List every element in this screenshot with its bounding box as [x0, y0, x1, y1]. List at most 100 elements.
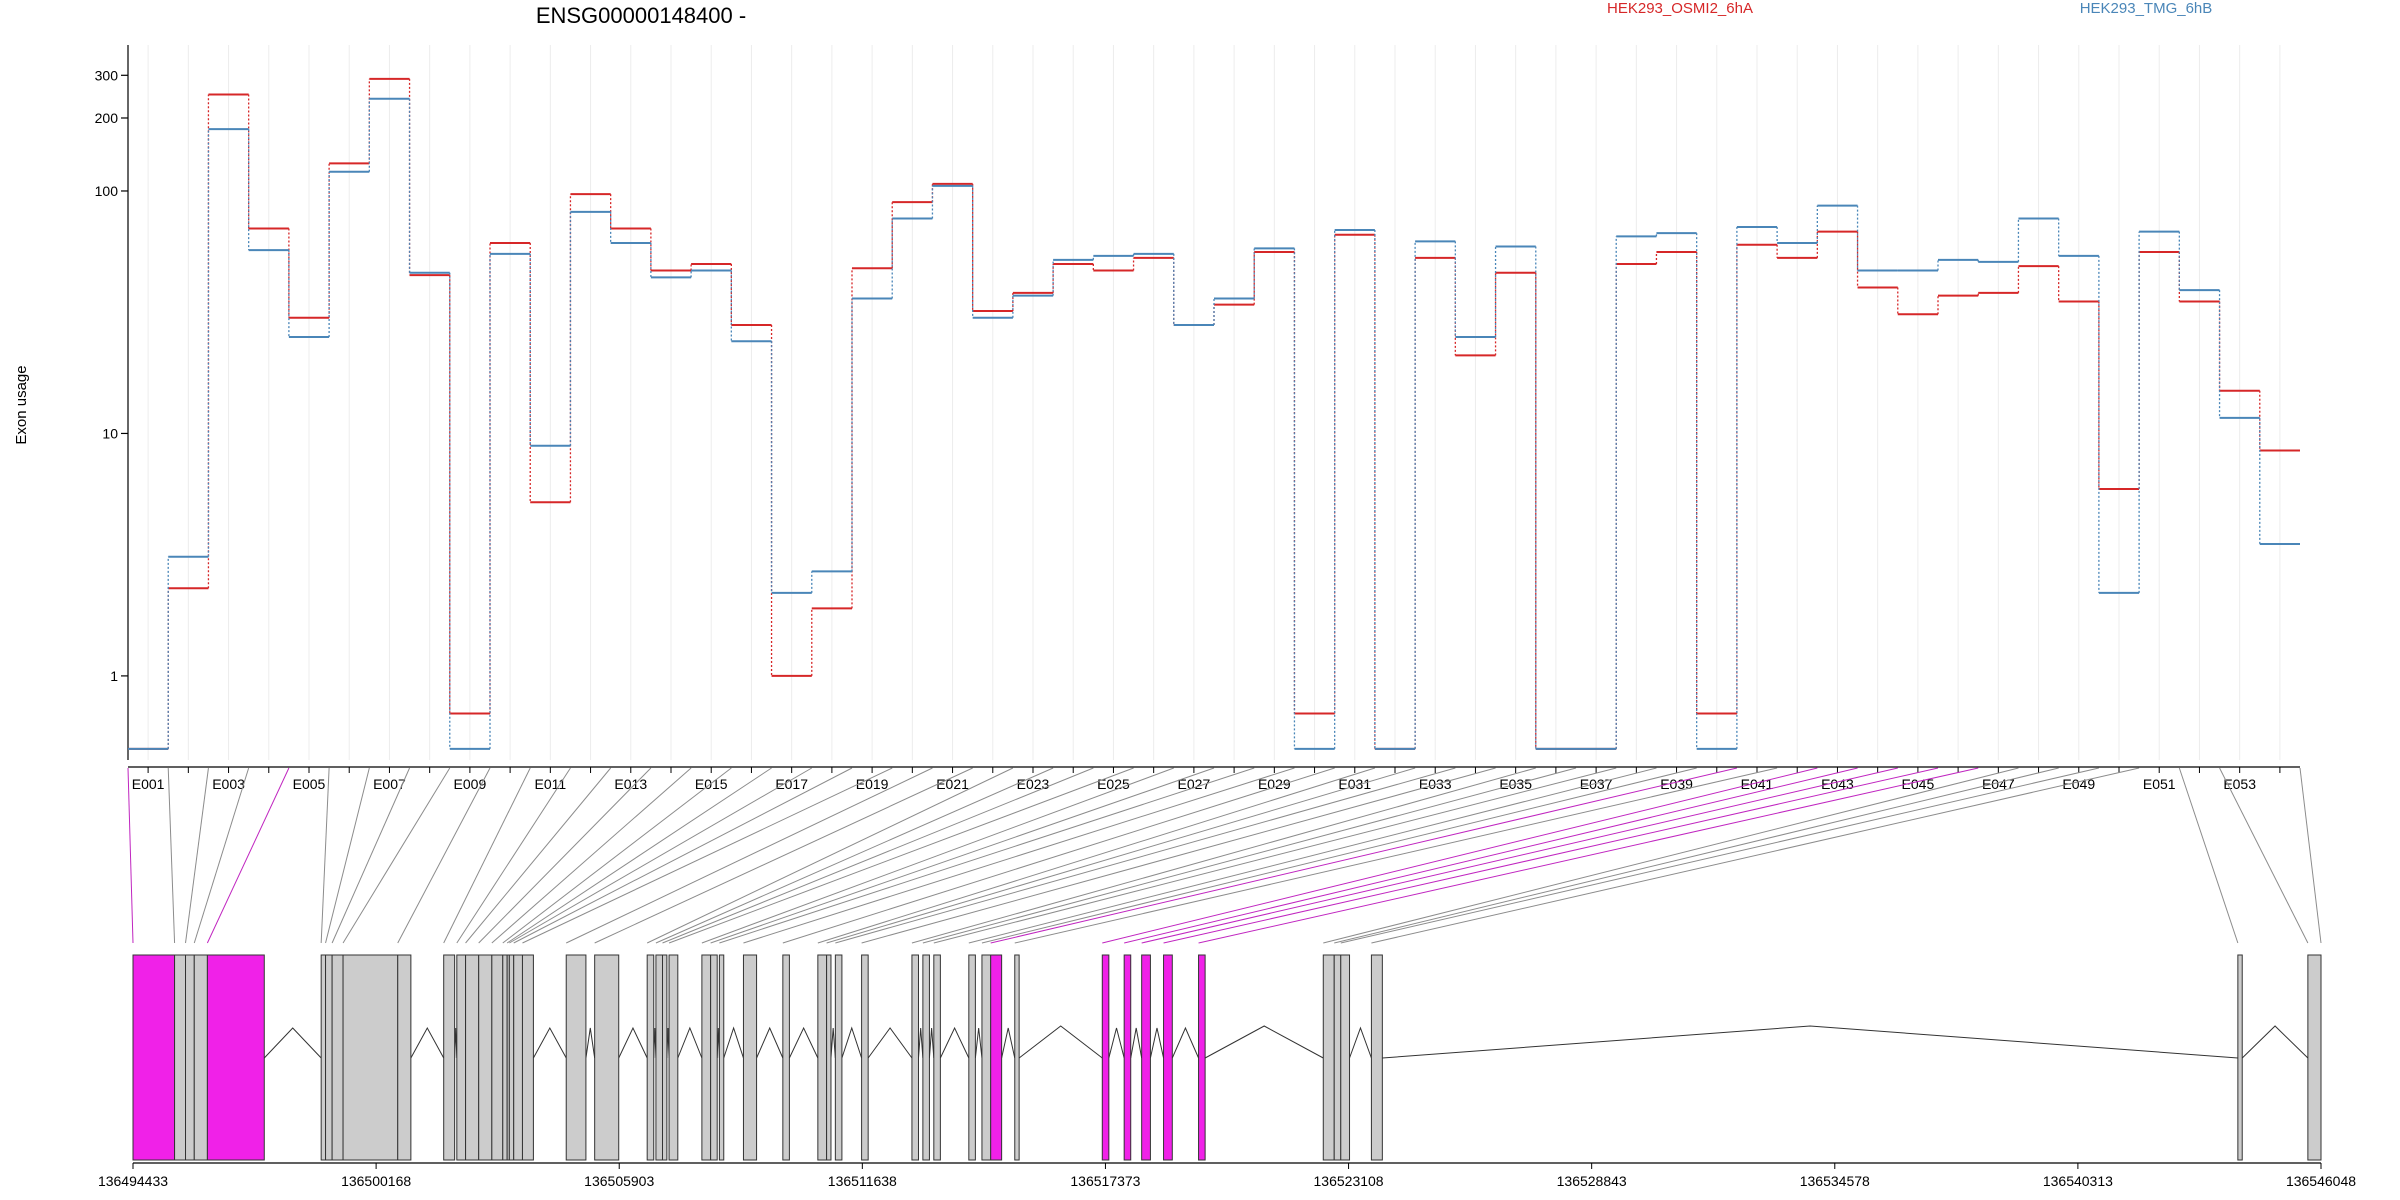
exon-box: [491, 954, 504, 1161]
exon-connector: [566, 767, 933, 944]
genomic-tick-label: 136517373: [1070, 1173, 1140, 1189]
x-tick-label: E025: [1097, 776, 1130, 792]
intron-line: [410, 1026, 445, 1059]
intron-line: [532, 1026, 567, 1059]
exon-connector: [1102, 767, 1818, 944]
exon-connector: [1124, 767, 1858, 944]
exon-connector: [465, 767, 612, 944]
exon-connector: [594, 767, 973, 944]
exon-box: [1101, 954, 1110, 1161]
x-tick-label: E033: [1419, 776, 1452, 792]
exon-box: [502, 954, 508, 1161]
exon-box: [185, 954, 195, 1161]
x-tick-label: E013: [614, 776, 647, 792]
exon-box: [1322, 954, 1335, 1161]
intron-line: [841, 1026, 863, 1059]
exon-connector: [701, 767, 1174, 944]
exon-box: [1198, 954, 1206, 1161]
x-tick-label: E027: [1178, 776, 1211, 792]
exon-connector: [167, 767, 176, 944]
exon-connector: [2299, 767, 2322, 944]
x-tick-label: E023: [1017, 776, 1050, 792]
genomic-tick-label: 136505903: [584, 1173, 654, 1189]
exon-box: [2307, 954, 2322, 1161]
intron-line: [263, 1027, 322, 1059]
exon-connector: [1014, 767, 1778, 944]
exon-box: [193, 954, 208, 1161]
y-tick-label: 200: [95, 110, 119, 126]
intron-line: [1001, 1027, 1016, 1059]
grid-lines: [147, 45, 2281, 760]
exon-box: [701, 954, 712, 1161]
y-tick-label: 10: [102, 425, 118, 441]
x-tick-label: E015: [695, 776, 728, 792]
series-a: [128, 77, 2300, 750]
genomic-tick-label: 136534578: [1800, 1173, 1870, 1189]
exon-box: [132, 954, 176, 1161]
y-axis-label: Exon usage: [13, 365, 30, 444]
genomic-tick-label: 136540313: [2043, 1173, 2113, 1189]
exon-box: [508, 954, 515, 1161]
exon-box: [834, 954, 843, 1161]
x-tick-label: E003: [212, 776, 245, 792]
exon-box: [968, 954, 976, 1161]
series-lines: [128, 77, 2300, 750]
exon-connector: [506, 767, 772, 944]
genomic-tick-label: 136523108: [1314, 1173, 1384, 1189]
x-tick-label: E053: [2223, 776, 2256, 792]
exon-box: [456, 954, 467, 1161]
exon-connector: [331, 767, 411, 944]
x-tick-label: E017: [775, 776, 808, 792]
exon-box: [331, 954, 344, 1161]
intron-line: [1149, 1027, 1165, 1059]
legend-series-b: HEK293_TMG_6hB: [2080, 0, 2213, 17]
legend-series-a: HEK293_OSMI2_6hA: [1607, 0, 1753, 17]
exon-box: [1014, 954, 1020, 1161]
genomic-tick-label: 136528843: [1557, 1173, 1627, 1189]
genomic-tick-label: 136494433: [98, 1173, 168, 1189]
intron-line: [1130, 1027, 1143, 1059]
exon-connector: [655, 767, 1054, 944]
exon-connector: [981, 767, 1697, 944]
exon-connector: [443, 767, 531, 944]
exon-connector: [509, 767, 813, 944]
exon-connector: [990, 767, 1738, 944]
exon-connector: [968, 767, 1657, 944]
exon-box: [465, 954, 480, 1161]
exon-connector: [1371, 767, 2140, 944]
x-tick-label: E039: [1660, 776, 1693, 792]
exon-box: [565, 954, 587, 1161]
intron-line: [928, 1027, 935, 1059]
exon-box: [646, 954, 655, 1161]
exon-box: [782, 954, 790, 1161]
exon-box: [911, 954, 919, 1161]
exon-connector: [668, 767, 1134, 944]
intron-line: [830, 1027, 836, 1059]
exon-connector: [817, 767, 1376, 944]
chart-title: ENSG00000148400 -: [536, 3, 746, 28]
exon-box: [206, 954, 265, 1161]
intron-line: [1349, 1026, 1372, 1059]
intron-line: [723, 1026, 744, 1059]
exon-connector: [193, 767, 250, 944]
exon-connector: [710, 767, 1215, 944]
exon-box: [933, 954, 941, 1161]
x-tick-label: E007: [373, 776, 406, 792]
exon-connector: [502, 767, 732, 944]
exon-connector: [522, 767, 893, 944]
exon-connector: [513, 767, 853, 944]
exon-connector: [911, 767, 1536, 944]
exon-box: [1340, 954, 1351, 1161]
intron-line: [677, 1026, 703, 1059]
exon-connector: [662, 767, 1094, 944]
exon-box: [861, 954, 869, 1161]
exon-box: [922, 954, 930, 1161]
exon-box: [661, 954, 668, 1161]
exon-box: [1141, 954, 1151, 1161]
exon-connector: [1334, 767, 2059, 944]
x-tick-label: E037: [1580, 776, 1613, 792]
x-tick-label: E009: [454, 776, 487, 792]
exon-box: [655, 954, 663, 1161]
exon-connector: [1198, 767, 1979, 944]
x-tick-label: E001: [132, 776, 165, 792]
